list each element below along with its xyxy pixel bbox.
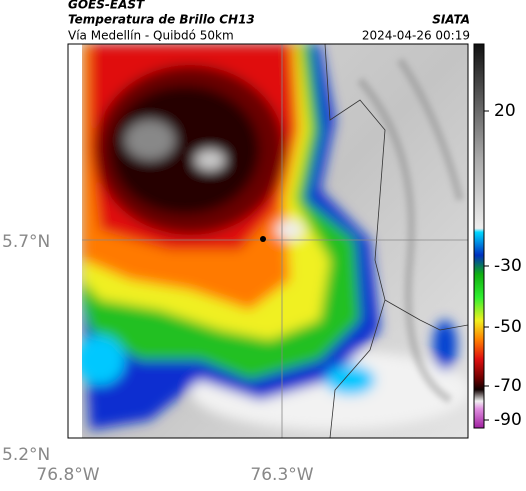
colorbar (473, 43, 485, 429)
lat-label: 5.2°N (2, 445, 50, 465)
title: Temperatura de Brillo CH13 (68, 13, 255, 27)
colorbar-tick-label: -70 (494, 376, 522, 396)
colorbar-tick-label: -90 (494, 410, 522, 430)
colorbar-tick-label: -30 (494, 256, 522, 276)
timestamp: 2024-04-26 00:19 (362, 29, 470, 43)
colorbar-tick-label: -50 (494, 317, 522, 337)
colorbar-tick-label: 20 (494, 101, 516, 121)
lon-label: 76.3°W (250, 465, 313, 485)
satellite-image (82, 44, 468, 438)
source: GOES-EAST (68, 0, 145, 12)
agency: SIATA (432, 13, 470, 27)
lon-label: 76.8°W (36, 465, 99, 485)
lat-label: 5.7°N (2, 232, 50, 252)
subtitle: Vía Medellín - Quibdó 50km (68, 29, 234, 43)
colorbar-ticks (484, 110, 489, 421)
